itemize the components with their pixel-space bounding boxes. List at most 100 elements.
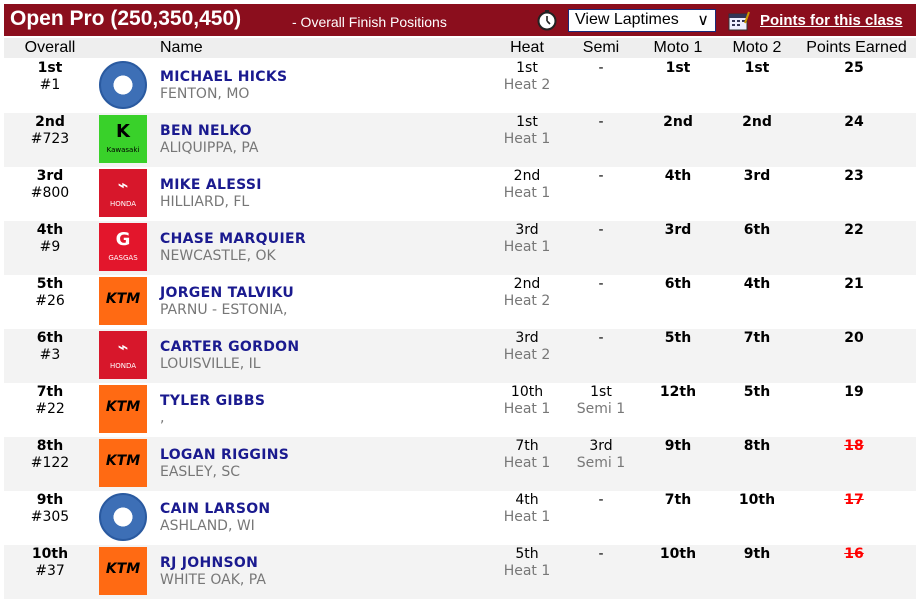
results-table-header: Overall Name Heat Semi Moto 1 Moto 2 Poi… [4,38,916,58]
rider-hometown: WHITE OAK, PA [160,572,266,588]
overall-position: 5th [36,276,64,292]
logo-text: KTM [105,399,141,415]
heat-cell: 5th Heat 1 [482,546,572,580]
moto2-position: 3rd [743,168,771,184]
yamaha-logo [99,61,147,109]
rider-hometown: LOUISVILLE, IL [160,356,261,372]
moto1-position: 5th [664,330,692,346]
moto2-position: 4th [743,276,771,292]
rider-hometown: ALIQUIPPA, PA [160,140,259,156]
overall-cell: 8th #122 [4,438,96,472]
semi-cell: - [556,168,646,185]
rider-cell: CARTER GORDON LOUISVILLE, IL [160,339,299,373]
heat-position: 2nd [513,168,541,184]
overall-position: 6th [36,330,64,346]
table-row: 3rd #800 ⌁ HONDA MIKE ALESSI HILLIARD, FL 2nd H… [4,167,916,221]
semi-position: 1st [590,384,612,400]
rider-name-link[interactable]: CHASE MARQUIER [160,231,306,247]
heat-position: 7th [515,438,539,454]
rider-number: #26 [35,293,65,309]
table-row: 8th #122 KTM LOGAN RIGGINS EASLEY, SC 7th Heat… [4,437,916,491]
rider-cell: JORGEN TALVIKU PARNU - ESTONIA, [160,285,294,319]
overall-position: 1st [37,60,63,76]
ktm-logo: KTM [99,547,147,595]
heat-label: Heat 2 [503,347,551,363]
overall-position: 2nd [35,114,65,130]
overall-cell: 10th #37 [4,546,96,580]
gasgas-logo: G GASGAS [99,223,147,271]
rider-hometown: HILLIARD, FL [160,194,250,210]
heat-position: 1st [516,60,538,76]
semi-position: - [598,330,604,346]
calendar-icon[interactable] [728,11,750,31]
ktm-logo: KTM [99,385,147,433]
semi-cell: - [556,546,646,563]
heat-cell: 1st Heat 2 [482,60,572,94]
moto2-position: 1st [744,60,770,76]
rider-cell: RJ JOHNSON WHITE OAK, PA [160,555,266,589]
semi-cell: 3rd Semi 1 [556,438,646,472]
logo-text: KTM [105,561,141,577]
moto1-position: 1st [665,60,691,76]
heat-label: Heat 1 [503,185,551,201]
table-row: 2nd #723 K Kawasaki BEN NELKO ALIQUIPPA, PA 1s… [4,113,916,167]
semi-cell: 1st Semi 1 [556,384,646,418]
stopwatch-icon[interactable] [536,9,558,31]
rider-name-link[interactable]: JORGEN TALVIKU [160,285,295,301]
overall-cell: 5th #26 [4,276,96,310]
moto1-position: 9th [664,438,692,454]
overall-position: 10th [31,546,69,562]
table-row: 10th #37 KTM RJ JOHNSON WHITE OAK, PA 5th Heat… [4,545,916,599]
rider-name-link[interactable]: MIKE ALESSI [160,177,262,193]
table-row: 6th #3 ⌁ HONDA CARTER GORDON LOUISVILLE, IL 3r… [4,329,916,383]
heat-position: 3rd [515,222,539,238]
rider-number: #37 [35,563,65,579]
rider-name-link[interactable]: BEN NELKO [160,123,252,139]
overall-position: 8th [36,438,64,454]
rider-number: #22 [35,401,65,417]
col-moto2: Moto 2 [732,39,782,56]
table-row: 7th #22 KTM TYLER GIBBS, 10th Heat 1 1st Semi 1… [4,383,916,437]
rider-hometown: , [160,410,165,426]
semi-label: Semi 1 [576,455,626,471]
points-for-class-link[interactable]: Points for this class [760,12,903,29]
moto1-position: 3rd [664,222,692,238]
rider-number: #9 [39,239,61,255]
rider-cell: LOGAN RIGGINS EASLEY, SC [160,447,289,481]
heat-position: 5th [515,546,539,562]
class-header-bar: Open Pro (250,350,450) - Overall Finish … [4,4,916,36]
col-moto1: Moto 1 [653,39,703,56]
chevron-down-icon: ∨ [697,12,709,29]
moto2-position: 6th [743,222,771,238]
semi-cell: - [556,276,646,293]
rider-name-link[interactable]: TYLER GIBBS [160,393,266,409]
heat-position: 4th [515,492,539,508]
heat-cell: 2nd Heat 1 [482,168,572,202]
heat-cell: 3rd Heat 2 [482,330,572,364]
rider-hometown: EASLEY, SC [160,464,241,480]
view-laptimes-select[interactable]: View Laptimes ∨ [568,9,716,32]
rider-cell: CAIN LARSON ASHLAND, WI [160,501,270,535]
overall-cell: 3rd #800 [4,168,96,202]
moto1-position: 2nd [663,114,693,130]
rider-number: #1 [39,77,61,93]
overall-position: 9th [36,492,64,508]
rider-name-link[interactable]: RJ JOHNSON [160,555,259,571]
select-value: View Laptimes [575,11,679,28]
logo-text: Kawasaki [106,146,140,154]
rider-number: #305 [30,509,70,525]
rider-name-link[interactable]: CARTER GORDON [160,339,300,355]
rider-name-link[interactable]: MICHAEL HICKS [160,69,288,85]
overall-position: 3rd [36,168,64,184]
rider-hometown: ASHLAND, WI [160,518,255,534]
moto1-position: 6th [664,276,692,292]
rider-name-link[interactable]: CAIN LARSON [160,501,271,517]
heat-label: Heat 1 [503,509,551,525]
semi-label: Semi 1 [576,401,626,417]
semi-position: - [598,60,604,76]
rider-name-link[interactable]: LOGAN RIGGINS [160,447,290,463]
heat-label: Heat 1 [503,131,551,147]
heat-position: 1st [516,114,538,130]
points-earned: 24 [844,114,864,130]
rider-cell: CHASE MARQUIER NEWCASTLE, OK [160,231,306,265]
